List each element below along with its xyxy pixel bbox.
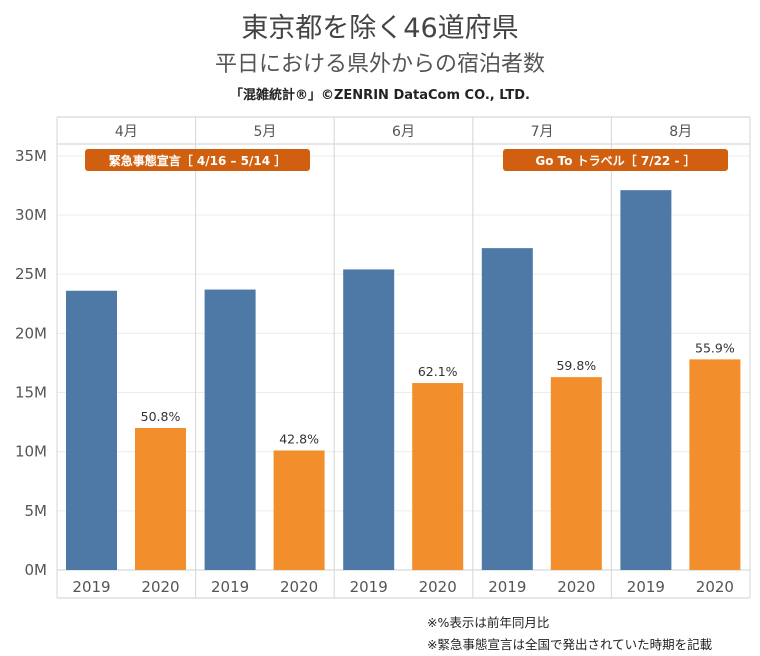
y-tick-label: 15M bbox=[15, 384, 47, 402]
year-label: 2020 bbox=[557, 578, 595, 596]
year-label: 2019 bbox=[488, 578, 526, 596]
bar-2020-5 bbox=[273, 450, 325, 570]
y-tick-label: 10M bbox=[15, 443, 47, 461]
year-label: 2019 bbox=[72, 578, 110, 596]
bar-2019-8 bbox=[620, 190, 672, 570]
chart-subtitle: 平日における県外からの宿泊者数 bbox=[214, 52, 545, 77]
bar-2020-8 bbox=[689, 359, 741, 570]
month-label: 4月 bbox=[115, 124, 138, 140]
month-label: 8月 bbox=[669, 124, 692, 140]
period-banner-label: Go To トラベル［ 7/22 - ］ bbox=[535, 153, 695, 168]
bar-2019-5 bbox=[204, 289, 256, 570]
month-label: 7月 bbox=[531, 124, 554, 140]
bar-2020-6 bbox=[412, 383, 464, 570]
month-label: 6月 bbox=[392, 124, 415, 140]
data-label: 55.9% bbox=[695, 340, 735, 355]
data-label: 42.8% bbox=[279, 431, 319, 446]
year-label: 2020 bbox=[696, 578, 734, 596]
data-label: 59.8% bbox=[556, 358, 596, 373]
data-label: 62.1% bbox=[418, 364, 458, 379]
year-label: 2020 bbox=[419, 578, 457, 596]
bar-2020-7 bbox=[550, 377, 602, 570]
chart-title: 東京都を除く46道府県 bbox=[241, 13, 519, 44]
period-banner bbox=[85, 149, 310, 171]
month-label: 5月 bbox=[253, 124, 276, 140]
y-tick-label: 5M bbox=[25, 502, 48, 520]
y-tick-label: 25M bbox=[15, 265, 47, 283]
y-tick-label: 30M bbox=[15, 206, 47, 224]
bar-2020-4 bbox=[135, 428, 186, 570]
period-banner-label: 緊急事態宣言［ 4/16 – 5/14 ］ bbox=[109, 153, 287, 168]
y-tick-label: 0M bbox=[25, 561, 48, 579]
year-label: 2019 bbox=[627, 578, 665, 596]
data-credit: 「混雑統計®」©ZENRIN DataCom CO., LTD. bbox=[230, 88, 530, 103]
year-label: 2020 bbox=[280, 578, 318, 596]
period-banner bbox=[503, 149, 728, 171]
year-label: 2019 bbox=[350, 578, 388, 596]
y-tick-label: 35M bbox=[15, 147, 47, 165]
y-tick-label: 20M bbox=[15, 324, 47, 342]
year-label: 2019 bbox=[211, 578, 249, 596]
bar-2019-4 bbox=[66, 290, 117, 570]
note-emergency: ※緊急事態宣言は全国で発出されていた時期を記載 bbox=[427, 637, 713, 652]
data-label: 50.8% bbox=[141, 409, 181, 424]
bar-2019-7 bbox=[481, 248, 533, 570]
bar-2019-6 bbox=[343, 269, 395, 570]
note-percent: ※%表示は前年同月比 bbox=[427, 615, 550, 630]
year-label: 2020 bbox=[141, 578, 179, 596]
